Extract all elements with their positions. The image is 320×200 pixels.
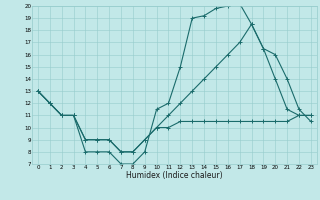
X-axis label: Humidex (Indice chaleur): Humidex (Indice chaleur) xyxy=(126,171,223,180)
